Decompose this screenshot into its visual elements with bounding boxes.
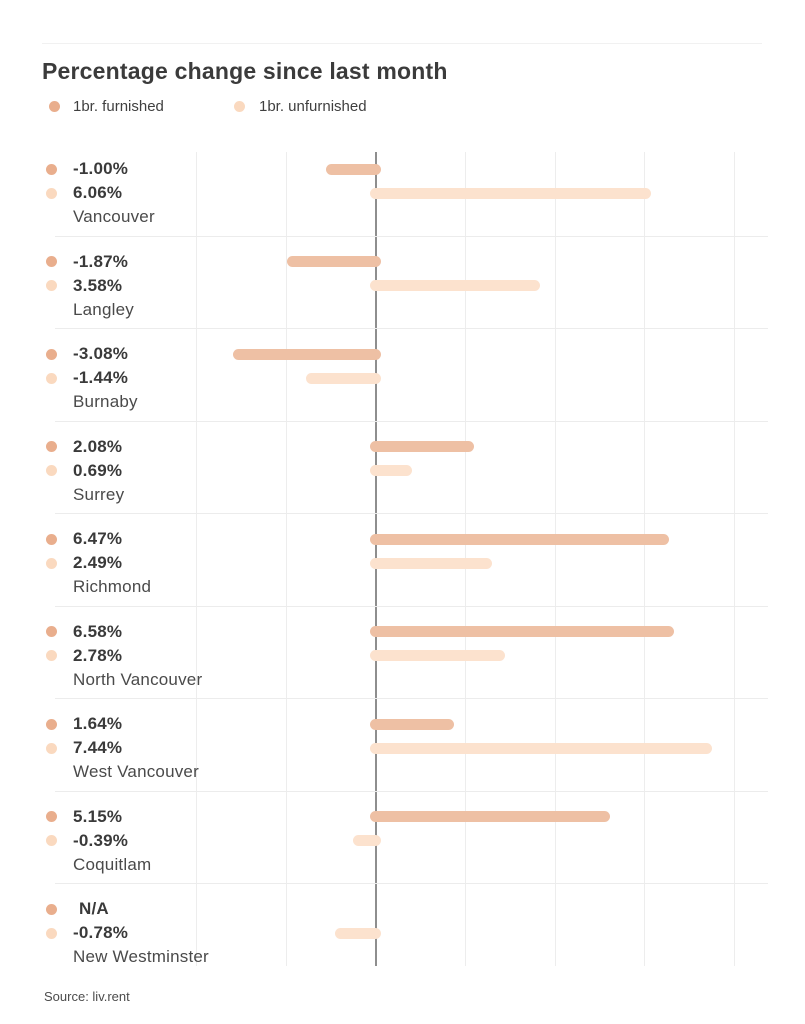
- furnished-value-label: 1.64%: [73, 714, 123, 733]
- furnished-value-dot: [46, 903, 57, 915]
- x-gridline: [644, 152, 645, 966]
- furnished-value-label: 5.15%: [73, 806, 123, 826]
- city-group: 5.15% -0.39% Coquitlam: [0, 792, 805, 884]
- unfurnished-value-label: 0.69%: [73, 460, 123, 480]
- furnished-value-dot: [46, 811, 57, 822]
- unfurnished-bar: [305, 372, 381, 384]
- group-separator: [55, 328, 768, 329]
- furnished-bar: [325, 163, 381, 175]
- x-gridline: [286, 152, 287, 966]
- city-group: -3.08% -1.44% Burnaby: [0, 329, 805, 422]
- x-gridline: [195, 152, 197, 966]
- unfurnished-value-dot: [46, 372, 57, 384]
- unfurnished-value-label: -1.44%: [73, 368, 129, 387]
- unfurnished-value-dot: [46, 650, 57, 661]
- group-separator: [55, 513, 768, 514]
- city-label: Langley: [73, 299, 134, 319]
- furnished-bar: [370, 441, 474, 452]
- unfurnished-value-label: 3.58%: [73, 275, 123, 295]
- unfurnished-value-label: 2.78%: [73, 645, 123, 665]
- unfurnished-value-dot: [46, 465, 57, 476]
- chart-title: Percentage change since last month: [42, 58, 448, 84]
- top-divider: [42, 43, 762, 44]
- unfurnished-value-dot: [46, 557, 57, 569]
- chart-legend: 1br. furnished 1br. unfurnished: [0, 98, 805, 116]
- furnished-bar: [370, 533, 669, 545]
- unfurnished-bar: [352, 835, 381, 846]
- city-group: -1.00% 6.06% Vancouver: [0, 144, 805, 237]
- furnished-value-dot: [46, 533, 57, 545]
- city-label: Coquitlam: [73, 854, 152, 874]
- city-label: Surrey: [73, 484, 125, 504]
- furnished-value-label: 2.08%: [73, 436, 123, 456]
- unfurnished-value-label: -0.78%: [73, 923, 129, 942]
- furnished-bar: [232, 348, 381, 360]
- x-gridline: [554, 152, 556, 966]
- unfurnished-bar: [370, 557, 492, 569]
- furnished-value-dot: [46, 256, 57, 267]
- unfurnished-bar: [370, 742, 713, 754]
- furnished-value-label: -3.08%: [73, 344, 129, 363]
- unfurnished-value-dot: [46, 742, 57, 754]
- x-gridline: [733, 152, 735, 966]
- unfurnished-value-label: 7.44%: [73, 738, 123, 757]
- group-separator: [55, 790, 768, 792]
- unfurnished-legend-label: 1br. unfurnished: [259, 98, 367, 115]
- city-label: Burnaby: [73, 392, 138, 411]
- furnished-legend-label: 1br. furnished: [73, 98, 164, 115]
- group-separator: [55, 883, 768, 884]
- furnished-bar: [370, 626, 674, 637]
- furnished-value-label: N/A: [79, 899, 109, 918]
- city-label: West Vancouver: [73, 762, 199, 781]
- group-separator: [55, 605, 768, 607]
- unfurnished-value-label: 6.06%: [73, 183, 123, 202]
- source-note: Source: liv.rent: [44, 989, 130, 1004]
- city-group: 6.58% 2.78% North Vancouver: [0, 607, 805, 699]
- unfurnished-value-label: -0.39%: [73, 830, 129, 850]
- furnished-value-label: 6.58%: [73, 621, 123, 641]
- furnished-value-label: -1.00%: [73, 159, 129, 178]
- furnished-bar: [370, 811, 611, 822]
- city-group: 6.47% 2.49% Richmond: [0, 514, 805, 607]
- furnished-value-dot: [46, 348, 57, 360]
- furnished-value-dot: [46, 441, 57, 452]
- city-label: Vancouver: [73, 207, 155, 226]
- unfurnished-bar: [370, 465, 412, 476]
- furnished-value-dot: [46, 163, 57, 175]
- unfurnished-value-dot: [46, 187, 57, 199]
- furnished-value-dot: [46, 626, 57, 637]
- furnished-bar: [286, 256, 381, 267]
- city-group: -1.87% 3.58% Langley: [0, 237, 805, 329]
- unfurnished-value-dot: [46, 927, 57, 939]
- furnished-value-label: -1.87%: [73, 251, 129, 271]
- city-label: New Westminster: [73, 947, 209, 966]
- unfurnished-bar: [370, 280, 541, 291]
- furnished-legend-dot: [49, 101, 60, 112]
- furnished-value-label: 6.47%: [73, 529, 123, 548]
- unfurnished-legend-dot: [234, 101, 245, 112]
- city-group: 2.08% 0.69% Surrey: [0, 422, 805, 514]
- unfurnished-value-dot: [46, 280, 57, 291]
- city-label: Richmond: [73, 577, 152, 596]
- group-separator: [55, 235, 768, 237]
- unfurnished-bar: [370, 187, 651, 199]
- unfurnished-value-dot: [46, 835, 57, 846]
- furnished-bar: [370, 718, 454, 730]
- furnished-value-dot: [46, 718, 57, 730]
- group-separator: [55, 420, 768, 422]
- unfurnished-bar: [335, 927, 381, 939]
- city-group: 1.64% 7.44% West Vancouver: [0, 699, 805, 792]
- city-label: North Vancouver: [73, 669, 203, 689]
- city-group: N/A -0.78% New Westminster: [0, 884, 805, 977]
- unfurnished-bar: [370, 650, 505, 661]
- group-separator: [55, 698, 768, 699]
- unfurnished-value-label: 2.49%: [73, 553, 123, 572]
